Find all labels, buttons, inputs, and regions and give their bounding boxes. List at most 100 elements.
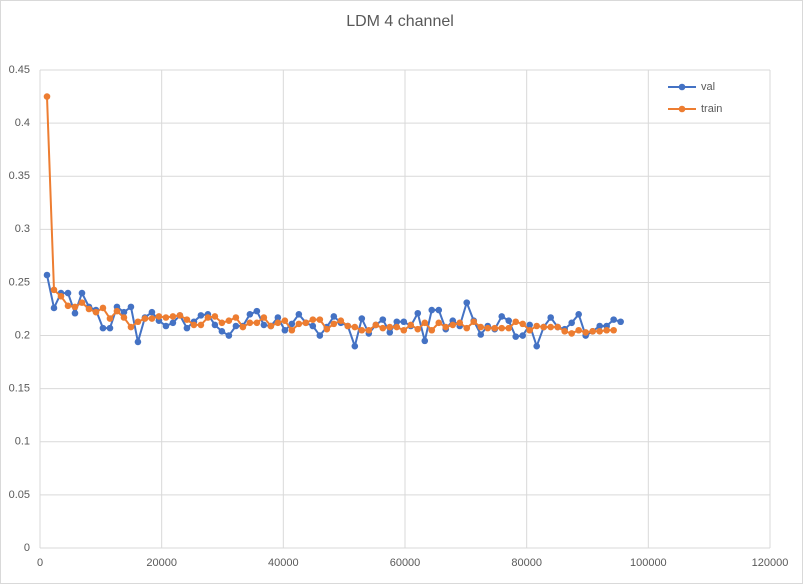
point bbox=[484, 324, 492, 332]
point bbox=[575, 311, 582, 318]
point bbox=[246, 319, 254, 327]
point bbox=[134, 318, 142, 326]
point bbox=[435, 319, 443, 327]
x-tick-label: 100000 bbox=[630, 557, 667, 569]
point bbox=[400, 318, 408, 326]
point bbox=[596, 322, 603, 330]
point bbox=[288, 326, 296, 334]
point bbox=[253, 319, 261, 327]
point bbox=[540, 323, 547, 331]
point bbox=[407, 321, 415, 329]
point bbox=[512, 333, 520, 340]
point bbox=[610, 316, 617, 323]
point bbox=[134, 338, 142, 346]
point bbox=[225, 332, 233, 339]
point bbox=[498, 324, 506, 332]
point bbox=[99, 304, 107, 312]
point bbox=[50, 304, 58, 312]
point bbox=[211, 321, 219, 329]
point bbox=[113, 307, 121, 315]
point bbox=[477, 331, 485, 338]
point bbox=[218, 319, 226, 327]
point bbox=[162, 322, 170, 330]
y-tick-label: 0.05 bbox=[9, 489, 30, 501]
point bbox=[582, 329, 589, 336]
point bbox=[169, 313, 177, 320]
point bbox=[225, 317, 233, 324]
point bbox=[106, 315, 114, 322]
point bbox=[127, 303, 135, 311]
point bbox=[71, 303, 79, 311]
point bbox=[176, 312, 184, 319]
point bbox=[316, 316, 324, 323]
point bbox=[393, 318, 401, 326]
point bbox=[99, 324, 107, 332]
y-tick-label: 0.3 bbox=[15, 223, 30, 235]
point bbox=[92, 308, 100, 316]
x-tick-label: 20000 bbox=[146, 557, 177, 569]
point bbox=[155, 313, 163, 320]
point bbox=[547, 323, 554, 331]
y-tick-label: 0.1 bbox=[15, 436, 30, 448]
chart-title: LDM 4 channel bbox=[346, 13, 454, 30]
point bbox=[106, 324, 114, 332]
point bbox=[127, 323, 135, 331]
point bbox=[232, 314, 240, 321]
point bbox=[78, 299, 86, 306]
point bbox=[568, 330, 575, 337]
x-tick-label: 0 bbox=[37, 557, 43, 569]
point bbox=[463, 324, 471, 332]
point bbox=[568, 319, 575, 327]
point bbox=[470, 318, 478, 326]
point bbox=[386, 323, 394, 331]
point bbox=[183, 324, 191, 332]
x-tick-label: 40000 bbox=[268, 557, 299, 569]
point bbox=[50, 286, 58, 294]
point bbox=[64, 302, 72, 310]
point bbox=[85, 305, 93, 313]
point bbox=[463, 299, 471, 306]
point bbox=[169, 319, 177, 327]
point bbox=[365, 326, 373, 334]
point bbox=[253, 307, 261, 315]
legend-marker bbox=[678, 105, 686, 113]
point bbox=[547, 314, 554, 321]
point bbox=[554, 323, 561, 331]
point bbox=[428, 326, 436, 334]
point bbox=[533, 322, 541, 330]
point bbox=[120, 314, 128, 321]
y-tick-label: 0.2 bbox=[15, 329, 30, 341]
point bbox=[309, 316, 317, 323]
point bbox=[141, 315, 149, 322]
point bbox=[617, 318, 624, 326]
y-tick-label: 0.45 bbox=[9, 64, 30, 76]
point bbox=[505, 317, 513, 324]
series-line bbox=[45, 96, 614, 335]
point bbox=[197, 312, 205, 319]
point bbox=[232, 322, 240, 330]
point bbox=[561, 328, 568, 335]
point bbox=[64, 289, 72, 297]
y-tick-label: 0.15 bbox=[9, 383, 30, 395]
point bbox=[603, 326, 610, 334]
point bbox=[526, 326, 534, 334]
x-tick-label: 60000 bbox=[390, 557, 421, 569]
point bbox=[260, 321, 268, 329]
point bbox=[120, 308, 128, 316]
point bbox=[148, 315, 156, 322]
point bbox=[421, 319, 429, 327]
point bbox=[43, 93, 51, 100]
point bbox=[351, 323, 359, 331]
point bbox=[575, 326, 582, 334]
point bbox=[498, 313, 506, 320]
y-tick-label: 0.25 bbox=[9, 276, 30, 288]
point bbox=[330, 320, 338, 328]
x-tick-label: 80000 bbox=[511, 557, 542, 569]
point bbox=[414, 309, 422, 317]
y-tick-label: 0.35 bbox=[9, 170, 30, 182]
legend-label: train bbox=[701, 103, 722, 115]
point bbox=[43, 271, 51, 279]
point bbox=[519, 332, 527, 339]
